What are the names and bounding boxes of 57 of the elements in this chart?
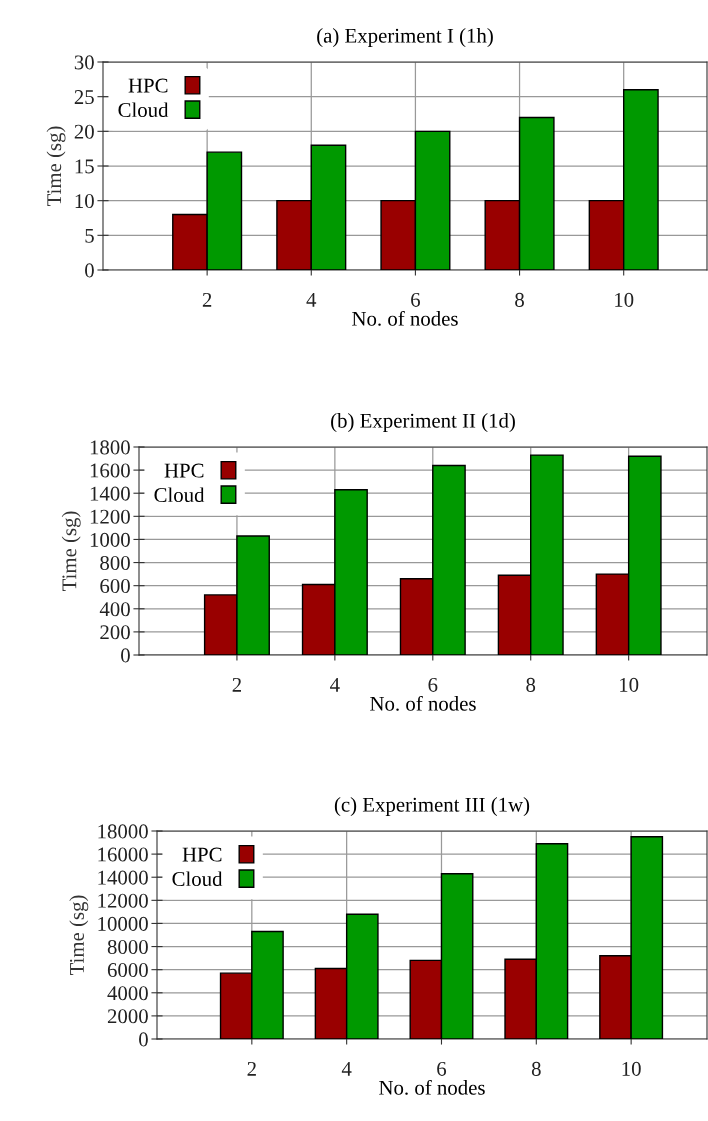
y-tick-label: 10000 xyxy=(98,916,148,931)
y-tick-label: 2000 xyxy=(107,1009,148,1024)
y-tick-label: 15 xyxy=(75,159,94,174)
x-tick-label: 4 xyxy=(306,292,317,307)
x-tick-label: 8 xyxy=(531,1061,541,1076)
legend-label: Cloud xyxy=(118,102,169,118)
legend-label: Cloud xyxy=(154,487,205,503)
y-tick-label: 14000 xyxy=(98,870,148,885)
x-tick-label: 6 xyxy=(411,292,420,307)
legend-label: HPC xyxy=(128,78,168,93)
y-tick-label: 5 xyxy=(85,228,94,243)
y-tick-label: 25 xyxy=(74,90,94,105)
x-tick-label: 4 xyxy=(330,677,340,692)
x-tick-label: 2 xyxy=(202,292,212,307)
x-axis-title: No. of nodes xyxy=(352,310,458,326)
y-tick-label: 400 xyxy=(99,602,130,617)
y-tick-label: 0 xyxy=(121,648,130,663)
x-tick-label: 6 xyxy=(428,677,438,692)
y-tick-label: 10 xyxy=(75,194,94,209)
x-axis-title: No. of nodes xyxy=(370,695,476,711)
legend-label: HPC xyxy=(164,463,204,478)
chart-title: (b) Experiment II (1d) xyxy=(331,413,515,432)
y-tick-label: 0 xyxy=(85,263,94,278)
y-tick-label: 0 xyxy=(139,1032,148,1047)
y-tick-label: 6000 xyxy=(107,963,148,978)
y-tick-label: 1200 xyxy=(90,509,130,524)
x-tick-label: 8 xyxy=(515,292,524,307)
y-axis-title: Time (sg) xyxy=(46,126,66,207)
y-axis-title: Time (sg) xyxy=(69,895,89,976)
y-tick-label: 12000 xyxy=(98,893,148,908)
y-tick-label: 4000 xyxy=(107,986,148,1001)
x-axis-title: No. of nodes xyxy=(379,1079,485,1095)
y-tick-label: 800 xyxy=(100,555,130,570)
chart-title: (c) Experiment III (1w) xyxy=(334,797,530,816)
x-tick-label: 8 xyxy=(526,677,536,692)
y-tick-label: 1000 xyxy=(90,532,130,547)
chart-title: (a) Experiment I (1h) xyxy=(317,28,493,47)
y-tick-label: 18000 xyxy=(98,824,148,839)
x-tick-label: 6 xyxy=(437,1061,447,1076)
x-tick-label: 10 xyxy=(620,677,639,692)
x-tick-label: 2 xyxy=(247,1061,256,1076)
legend-label: Cloud xyxy=(172,871,223,887)
x-tick-label: 4 xyxy=(341,1061,352,1076)
x-tick-label: 2 xyxy=(232,677,241,692)
y-tick-label: 600 xyxy=(100,579,130,594)
y-tick-label: 1800 xyxy=(90,440,130,455)
y-tick-label: 16000 xyxy=(98,847,148,862)
legend-label: HPC xyxy=(182,847,222,862)
y-tick-label: 30 xyxy=(74,55,94,70)
y-tick-label: 1400 xyxy=(90,486,130,501)
x-tick-label: 10 xyxy=(622,1061,641,1076)
y-tick-label: 1600 xyxy=(90,463,130,478)
y-tick-label: 20 xyxy=(74,124,94,139)
y-tick-label: 200 xyxy=(100,625,130,640)
x-tick-label: 10 xyxy=(615,292,634,307)
y-tick-label: 8000 xyxy=(107,939,148,954)
y-axis-title: Time (sg) xyxy=(61,511,81,592)
